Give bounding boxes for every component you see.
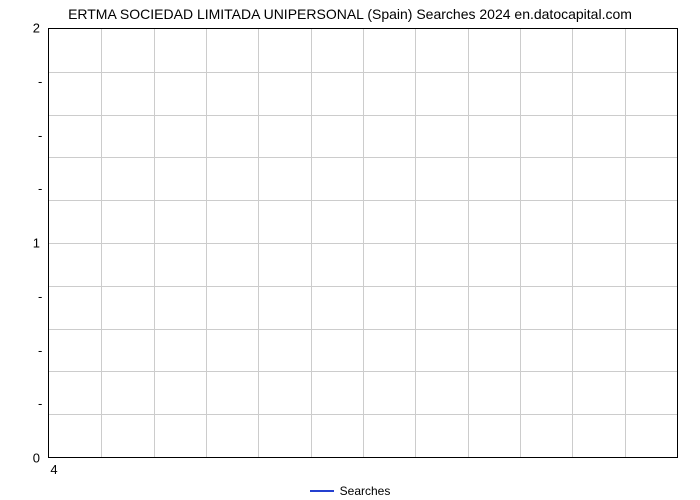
- legend-swatch: [310, 490, 334, 492]
- gridline-horizontal: [49, 414, 677, 415]
- searches-chart: ERTMA SOCIEDAD LIMITADA UNIPERSONAL (Spa…: [0, 0, 700, 500]
- gridline-horizontal: [49, 115, 677, 116]
- gridline-horizontal: [49, 72, 677, 73]
- gridline-horizontal: [49, 157, 677, 158]
- y-tick-minor: -: [38, 289, 42, 304]
- y-tick-minor: -: [38, 396, 42, 411]
- y-tick-label: 0: [10, 451, 40, 466]
- y-tick-minor: -: [38, 74, 42, 89]
- y-tick-minor: -: [38, 128, 42, 143]
- y-tick-minor: -: [38, 343, 42, 358]
- gridline-horizontal: [49, 329, 677, 330]
- gridline-horizontal: [49, 371, 677, 372]
- y-tick-label: 1: [10, 236, 40, 251]
- plot-area: [48, 28, 678, 458]
- legend-label: Searches: [340, 484, 391, 498]
- gridline-horizontal: [49, 243, 677, 244]
- y-tick-label: 2: [10, 21, 40, 36]
- gridline-horizontal: [49, 200, 677, 201]
- legend: Searches: [0, 483, 700, 498]
- chart-title: ERTMA SOCIEDAD LIMITADA UNIPERSONAL (Spa…: [0, 6, 700, 22]
- x-tick-label: 4: [50, 462, 57, 477]
- y-tick-minor: -: [38, 181, 42, 196]
- gridline-horizontal: [49, 286, 677, 287]
